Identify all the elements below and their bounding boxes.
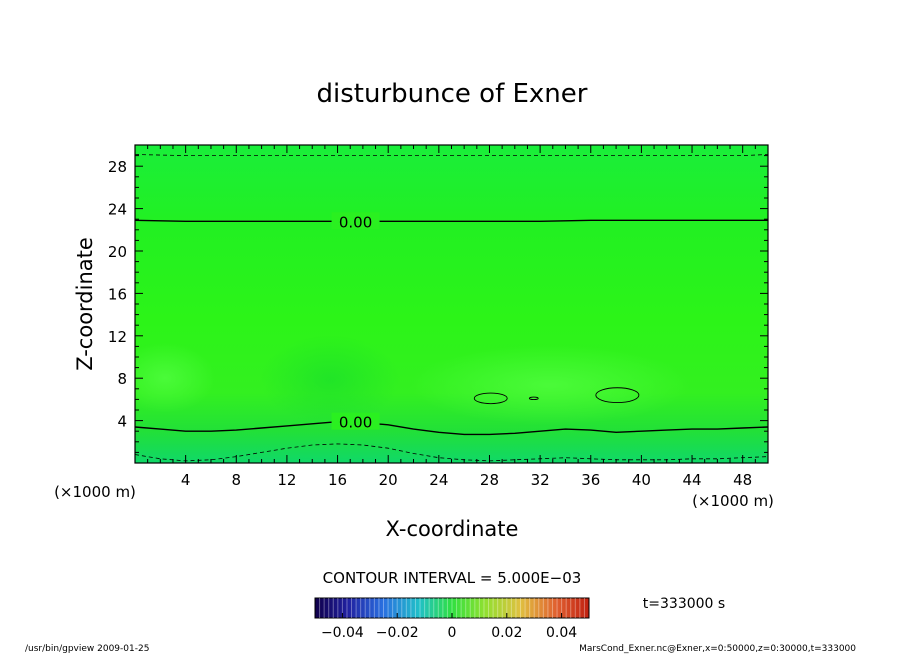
y-tick-label: 12 [108, 328, 127, 346]
x-tick-label: 48 [733, 471, 752, 489]
x-unit-label: (×1000 m) [692, 492, 774, 510]
colorbar-tick-label: −0.04 [321, 625, 364, 641]
contour-line-3 [135, 154, 768, 157]
footer-left: /usr/bin/gpview 2009-01-25 [25, 644, 149, 654]
x-tick-label: 20 [379, 471, 398, 489]
contour-label-bg-1 [331, 412, 380, 430]
footer-right: MarsCond_Exner.nc@Exner,x=0:50000,z=0:30… [579, 644, 856, 654]
y-tick-label: 24 [108, 201, 127, 219]
x-tick-label: 36 [581, 471, 600, 489]
field-shadow-middle [260, 335, 400, 425]
contour-field [135, 145, 768, 463]
colorbar-stripes [319, 598, 585, 618]
contour-labels: 0.00 0.00 [331, 212, 380, 432]
x-tick-label: 28 [480, 471, 499, 489]
y-tick-label: 8 [117, 370, 127, 388]
colorbar: −0.04 −0.02 0 0.02 0.04 [314, 597, 590, 641]
plot-area [135, 145, 768, 463]
y-tick-label: 28 [108, 158, 127, 176]
contour-interval-text: CONTOUR INTERVAL = 5.000E−03 [323, 569, 582, 587]
contour-line-1 [135, 420, 768, 436]
x-tick-label: 32 [531, 471, 550, 489]
y-axis-label: Z-coordinate [73, 237, 97, 371]
contour-label-0: 0.00 [339, 213, 372, 231]
colorbar-tick-label: 0 [448, 625, 457, 641]
closed-contour-0 [473, 392, 508, 405]
y-tick-label: 16 [108, 285, 127, 303]
colorbar-tick-label: 0.04 [546, 625, 577, 641]
y-unit-label: (×1000 m) [54, 483, 136, 501]
x-tick-label: 24 [429, 471, 448, 489]
contour-label-bg-0 [331, 212, 380, 230]
x-tick-label: 40 [632, 471, 651, 489]
contour-lines [135, 154, 768, 462]
contour-label-1: 0.00 [339, 414, 372, 432]
x-tick-label: 12 [277, 471, 296, 489]
colorbar-tick-label: 0.02 [491, 625, 522, 641]
colorbar-ticks: −0.04 −0.02 0 0.02 0.04 [321, 613, 577, 641]
chart-title: disturbunce of Exner [317, 79, 588, 109]
x-tick-label: 44 [682, 471, 701, 489]
x-tick-label: 16 [328, 471, 347, 489]
y-tick-label: 20 [108, 243, 127, 261]
contour-line-0 [135, 219, 768, 223]
field-highlight-left [135, 343, 215, 413]
colorbar-tick-label: −0.02 [376, 625, 419, 641]
x-axis-label: X-coordinate [386, 517, 519, 541]
y-tick-label: 4 [117, 413, 127, 431]
field-highlight-right [410, 345, 690, 425]
time-label: t=333000 s [643, 596, 725, 612]
closed-contour-1 [528, 396, 539, 401]
x-tick-label: 8 [232, 471, 242, 489]
x-tick-label: 4 [181, 471, 191, 489]
closed-contour-2 [595, 387, 640, 404]
contour-line-2 [135, 443, 768, 462]
